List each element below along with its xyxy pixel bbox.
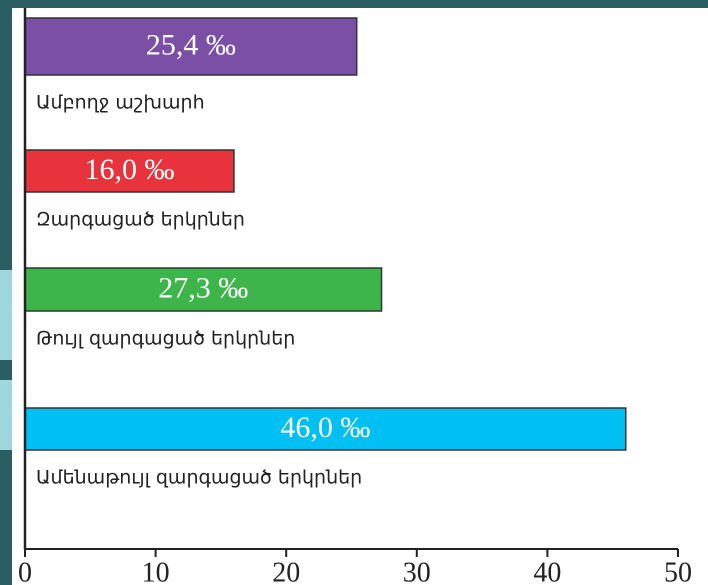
- x-tick-label: 30: [403, 557, 431, 585]
- x-tick-label: 10: [142, 557, 170, 585]
- x-tick-label: 50: [664, 557, 692, 585]
- x-tick-label: 20: [272, 557, 300, 585]
- x-tick-label: 0: [18, 557, 32, 585]
- frame-accent: [0, 380, 12, 450]
- category-label: Թույլ զարգացած երկրներ: [36, 328, 295, 350]
- value-label: 25,4 ‰: [146, 28, 236, 61]
- frame-accent: [0, 270, 12, 360]
- category-label: Ամենաթույլ զարգացած երկրներ: [36, 467, 362, 489]
- bar: [24, 407, 627, 451]
- value-label: 16,0 ‰: [84, 153, 174, 186]
- value-label: 27,3 ‰: [158, 271, 248, 304]
- bar: [24, 17, 358, 76]
- x-tick-label: 40: [533, 557, 561, 585]
- bar: [24, 267, 383, 312]
- category-label: Զարգացած երկրներ: [36, 209, 245, 231]
- category-label: Ամբողջ աշխարհ: [36, 92, 205, 114]
- value-label: 46,0 ‰: [280, 411, 370, 444]
